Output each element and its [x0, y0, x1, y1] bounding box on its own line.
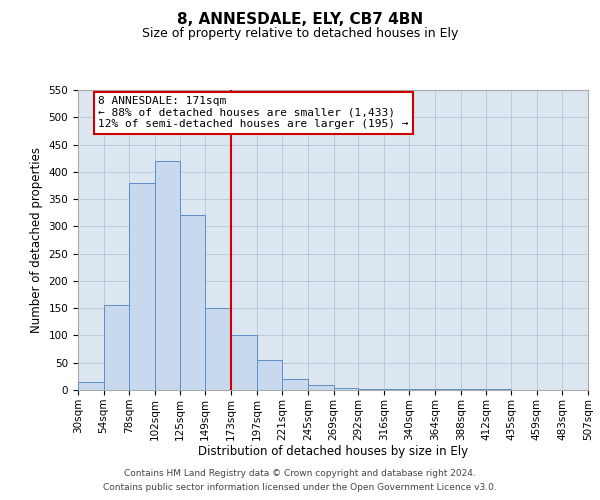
Bar — [130, 182, 155, 390]
Bar — [179, 216, 205, 390]
Text: Size of property relative to detached houses in Ely: Size of property relative to detached ho… — [142, 28, 458, 40]
Text: 8, ANNESDALE, ELY, CB7 4BN: 8, ANNESDALE, ELY, CB7 4BN — [177, 12, 423, 28]
Bar — [155, 161, 179, 390]
Bar — [104, 306, 130, 390]
Bar — [308, 384, 334, 390]
Bar — [78, 382, 104, 390]
Bar — [205, 308, 231, 390]
X-axis label: Distribution of detached houses by size in Ely: Distribution of detached houses by size … — [198, 446, 468, 458]
Bar — [231, 336, 257, 390]
Bar — [358, 389, 384, 390]
Text: Contains public sector information licensed under the Open Government Licence v3: Contains public sector information licen… — [103, 484, 497, 492]
Bar — [282, 379, 308, 390]
Bar — [334, 388, 358, 390]
Text: 8 ANNESDALE: 171sqm
← 88% of detached houses are smaller (1,433)
12% of semi-det: 8 ANNESDALE: 171sqm ← 88% of detached ho… — [98, 96, 409, 129]
Bar — [257, 360, 282, 390]
Text: Contains HM Land Registry data © Crown copyright and database right 2024.: Contains HM Land Registry data © Crown c… — [124, 468, 476, 477]
Y-axis label: Number of detached properties: Number of detached properties — [30, 147, 43, 333]
